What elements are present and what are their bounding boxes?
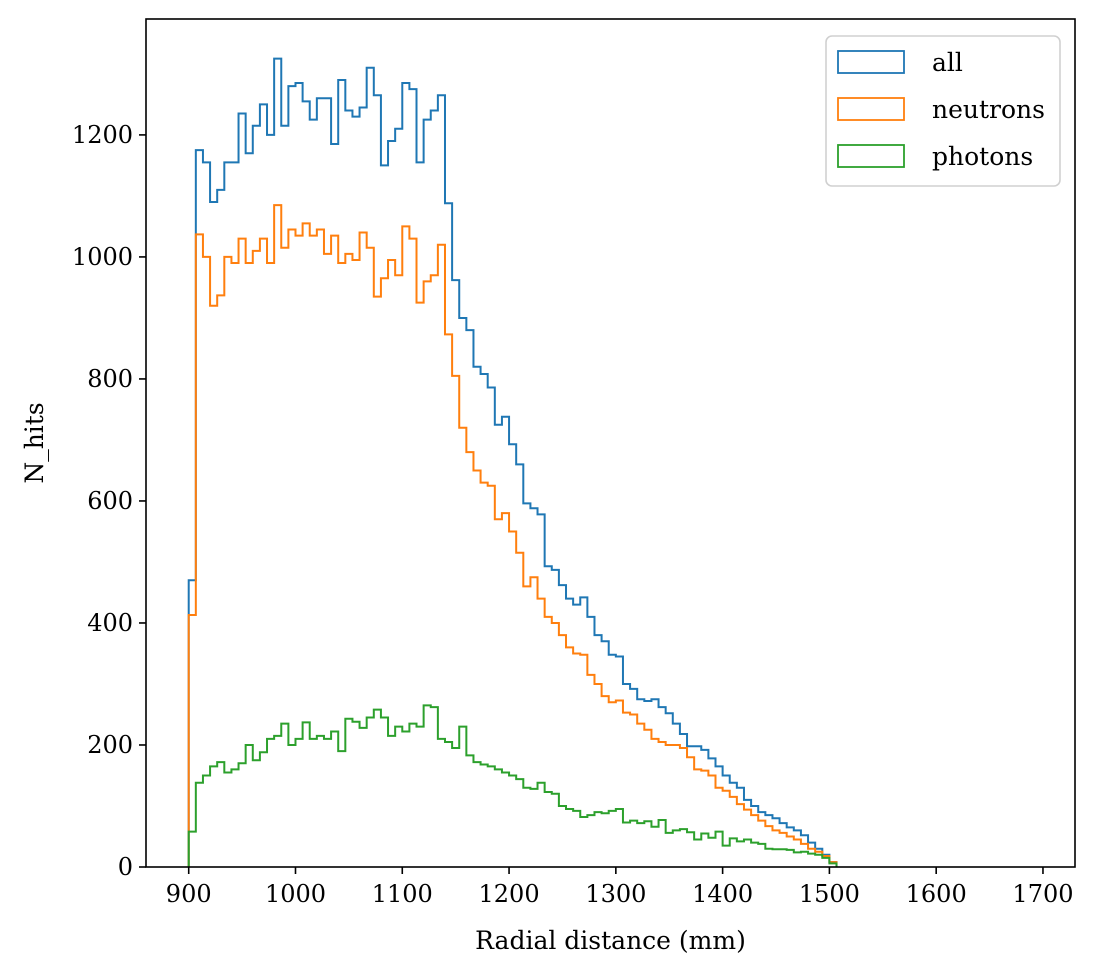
legend-label-neutrons: neutrons [932,95,1045,124]
plot-frame [145,18,1076,868]
x-tick-label: 1700 [1012,880,1073,908]
legend-swatch-all [837,50,905,74]
legend-swatch-neutrons [837,97,905,121]
x-axis-title: Radial distance (mm) [475,926,746,955]
y-tick-label: 1000 [72,243,133,271]
legend-label-all: all [932,48,963,77]
y-tick-label: 800 [87,365,133,393]
y-tick-label: 400 [87,609,133,637]
series-step-photons [187,704,838,867]
legend-label-photons: photons [932,142,1033,171]
x-tick-label: 900 [166,880,212,908]
legend: all neutrons photons [825,35,1061,187]
series-layer [187,57,838,867]
x-tick-label: 1000 [265,880,326,908]
x-axis: 900 1000 1100 1200 1300 1400 1500 1600 1700 [166,867,1074,908]
x-tick-label: 1300 [585,880,646,908]
x-tick-label: 1600 [906,880,967,908]
x-tick-label: 1100 [372,880,433,908]
y-tick-label: 0 [118,853,133,881]
x-tick-label: 1200 [479,880,540,908]
y-tick-label: 600 [87,487,133,515]
y-tick-label: 200 [87,731,133,759]
legend-swatch-photons [837,144,905,168]
x-tick-label: 1400 [692,880,753,908]
x-tick-label: 1500 [799,880,860,908]
series-step-all [187,57,838,867]
y-tick-label: 1200 [72,121,133,149]
series-step-neutrons [187,204,838,867]
y-axis-title: N_hits [20,402,49,483]
y-axis: 0 200 400 600 800 1000 1200 [72,121,146,881]
